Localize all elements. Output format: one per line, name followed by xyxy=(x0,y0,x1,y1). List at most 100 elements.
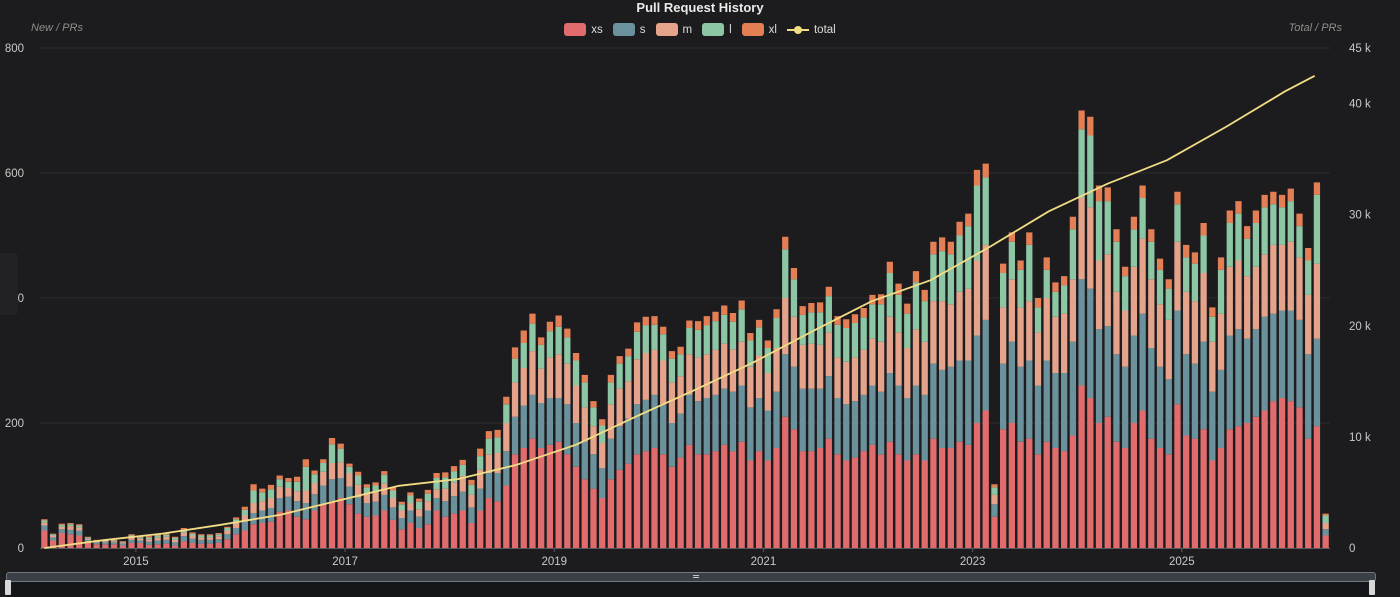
bar-m xyxy=(590,426,597,455)
bar-xs xyxy=(1261,410,1268,548)
bar-s xyxy=(1244,338,1251,424)
bar-xl xyxy=(355,471,362,476)
bar-s xyxy=(616,426,623,470)
legend-item-l[interactable]: l xyxy=(702,23,732,36)
bar-l xyxy=(1322,515,1329,523)
bar-m xyxy=(572,385,580,423)
bar-m xyxy=(686,354,693,395)
bar-l xyxy=(947,254,954,305)
bar-m xyxy=(102,541,109,543)
legend-item-total[interactable]: total xyxy=(786,23,836,36)
left-drag-handle[interactable] xyxy=(0,253,18,315)
bar-xl xyxy=(1235,201,1242,214)
bar-l xyxy=(755,327,763,356)
bar-xs xyxy=(67,534,74,548)
bar-xl xyxy=(180,528,187,530)
bar-m xyxy=(633,359,641,405)
bar-s xyxy=(1287,310,1294,402)
bar-s xyxy=(921,394,928,461)
bar-s xyxy=(625,418,632,464)
bar-xs xyxy=(651,448,658,548)
bar-m xyxy=(1217,313,1225,370)
bar-m xyxy=(416,509,423,517)
legend-item-m[interactable]: m xyxy=(655,23,692,36)
bar-s xyxy=(799,388,806,452)
bar-xs xyxy=(93,544,100,548)
bar-xl xyxy=(1217,257,1225,270)
bar-l xyxy=(895,294,902,333)
bar-l xyxy=(1200,235,1207,273)
slider-right-handle[interactable] xyxy=(1369,580,1375,595)
bar-xl xyxy=(485,431,493,439)
zoom-slider-track[interactable] xyxy=(6,572,1376,582)
bar-m xyxy=(625,381,632,419)
bar-l xyxy=(1026,244,1033,302)
bar-s xyxy=(529,394,536,439)
bar-s xyxy=(773,391,780,448)
bar-l xyxy=(721,314,728,344)
bar-xl xyxy=(825,286,832,297)
bar-xs xyxy=(337,498,344,548)
bar-m xyxy=(267,498,275,508)
bar-xl xyxy=(930,241,937,255)
bar-m xyxy=(398,510,405,518)
bar-s xyxy=(1052,373,1059,448)
legend-item-s[interactable]: s xyxy=(612,23,646,36)
bar-m xyxy=(232,523,240,528)
bar-xl xyxy=(215,533,222,535)
legend-item-xl[interactable]: xl xyxy=(741,23,777,36)
bar-s xyxy=(1043,360,1050,442)
bar-m xyxy=(389,498,397,508)
bar-s xyxy=(1095,329,1103,423)
bar-l xyxy=(1174,204,1181,242)
bar-l xyxy=(651,324,658,350)
bar-l xyxy=(285,481,292,488)
bar-m xyxy=(1017,307,1024,367)
bar-xs xyxy=(1217,448,1225,548)
bar-xs xyxy=(668,466,676,548)
bar-m xyxy=(1200,273,1207,342)
bar-xs xyxy=(546,444,554,549)
slider-left-handle[interactable] xyxy=(5,580,11,595)
bar-s xyxy=(520,405,527,448)
bar-l xyxy=(198,535,205,538)
bar-s xyxy=(1156,366,1164,448)
bar-xl xyxy=(1008,232,1015,242)
bar-s xyxy=(1122,366,1129,448)
slider-grip-icon[interactable] xyxy=(693,575,699,578)
right-tick-label: 0 xyxy=(1349,543,1355,555)
bar-xs xyxy=(285,510,292,548)
bar-xl xyxy=(84,536,92,538)
bar-s xyxy=(651,394,658,449)
bar-xl xyxy=(1287,188,1294,202)
bar-l xyxy=(49,534,57,536)
bar-m xyxy=(1209,341,1216,392)
bar-l xyxy=(642,325,649,353)
left-axis-title: New / PRs xyxy=(31,22,83,34)
bar-m xyxy=(860,349,867,395)
bar-l xyxy=(1078,129,1085,198)
bar-s xyxy=(128,539,135,544)
bar-xl xyxy=(599,419,606,426)
bar-s xyxy=(738,385,745,442)
legend-item-xs[interactable]: xs xyxy=(564,23,603,36)
bar-xs xyxy=(782,416,789,548)
bar-s xyxy=(1130,335,1138,423)
bar-m xyxy=(485,454,493,473)
bar-l xyxy=(764,348,771,373)
bar-m xyxy=(311,483,318,495)
bar-xs xyxy=(154,544,161,548)
bar-m xyxy=(1287,241,1294,311)
bar-xs xyxy=(1061,451,1068,549)
bar-xs xyxy=(276,511,283,548)
bar-s xyxy=(1008,341,1015,423)
bar-l xyxy=(921,301,928,342)
bar-s xyxy=(1034,385,1042,455)
bar-s xyxy=(346,486,353,505)
bar-xs xyxy=(1200,429,1207,548)
bar-xs xyxy=(41,530,48,548)
bar-s xyxy=(1217,369,1225,449)
bar-l xyxy=(1296,226,1303,258)
bar-xl xyxy=(1052,282,1059,292)
bar-s xyxy=(912,385,920,455)
